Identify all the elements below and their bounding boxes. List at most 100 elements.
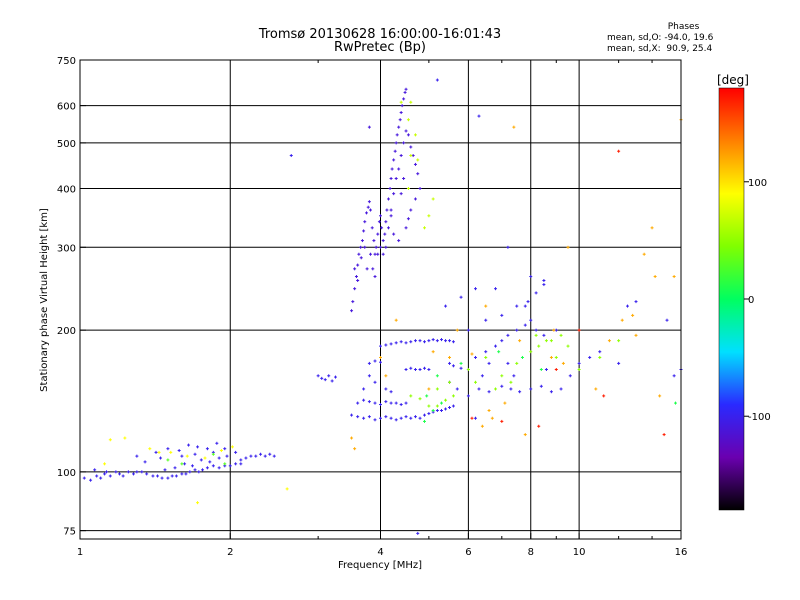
data-point <box>384 220 388 224</box>
data-point <box>373 401 377 405</box>
data-point <box>379 214 382 218</box>
y-axis: 75 100 200 300 400 500 600 750 <box>57 56 86 538</box>
data-point <box>263 454 267 458</box>
data-point <box>435 387 439 391</box>
data-point <box>350 436 354 440</box>
data-point <box>650 226 654 230</box>
data-point <box>285 487 289 491</box>
data-point <box>166 458 170 462</box>
data-point <box>390 167 394 171</box>
data-point <box>544 367 548 371</box>
stats-x-line: mean, sd,X: 90.9, 25.4 <box>607 44 713 54</box>
data-point <box>205 447 209 451</box>
data-point <box>470 416 474 420</box>
data-point <box>506 333 510 337</box>
data-point <box>217 466 221 470</box>
data-point <box>427 214 431 218</box>
data-point <box>448 355 452 359</box>
data-point <box>484 318 488 322</box>
data-point <box>95 474 99 478</box>
data-point <box>363 245 367 249</box>
data-point <box>163 468 167 472</box>
data-point <box>351 300 355 304</box>
data-point <box>435 374 439 378</box>
data-point <box>384 374 388 378</box>
data-point <box>388 186 392 190</box>
chart-title: Tromsø 20130628 16:00:00-16:01:43 <box>258 27 502 42</box>
data-point <box>568 374 572 378</box>
data-point <box>394 318 398 322</box>
data-point <box>416 158 420 162</box>
data-point <box>121 474 125 478</box>
data-point <box>422 226 426 230</box>
data-point <box>380 226 384 230</box>
data-point <box>205 466 209 470</box>
data-point <box>503 401 507 405</box>
data-point <box>480 424 484 428</box>
data-point <box>211 452 215 456</box>
data-point <box>658 394 662 398</box>
colorbar-label: [deg] <box>717 73 749 87</box>
data-point <box>602 394 606 398</box>
data-point <box>404 87 408 91</box>
data-point <box>384 415 388 419</box>
data-point <box>674 401 678 405</box>
data-point <box>239 458 243 462</box>
data-point <box>406 133 410 137</box>
data-point <box>145 472 149 476</box>
data-point <box>397 125 401 129</box>
data-point <box>108 438 112 442</box>
data-point <box>529 350 533 354</box>
data-point <box>403 90 407 94</box>
data-point <box>154 450 158 454</box>
data-point <box>480 374 484 378</box>
data-point <box>239 462 243 466</box>
data-points <box>82 78 683 535</box>
data-point <box>394 401 398 405</box>
data-point <box>559 387 563 391</box>
data-point <box>157 450 161 454</box>
data-point <box>394 418 398 422</box>
data-point <box>473 380 477 384</box>
data-point <box>559 333 563 337</box>
data-point <box>173 466 177 470</box>
data-point <box>219 449 223 453</box>
data-point <box>427 339 431 343</box>
data-point <box>188 470 192 474</box>
data-point <box>217 456 221 460</box>
data-point <box>620 318 624 322</box>
x-tick-label: 1 <box>77 547 83 558</box>
data-point <box>404 226 408 230</box>
data-point <box>356 263 360 267</box>
data-point <box>418 397 422 401</box>
data-point <box>373 252 377 256</box>
data-point <box>392 192 396 196</box>
data-point <box>506 245 510 249</box>
y-tick-label: 300 <box>57 243 76 254</box>
data-point <box>416 172 420 176</box>
data-point <box>367 361 371 365</box>
data-point <box>166 447 170 451</box>
data-point <box>365 267 369 271</box>
data-point <box>211 464 215 468</box>
data-point <box>99 476 103 480</box>
data-point <box>123 436 127 440</box>
data-point <box>394 141 398 145</box>
data-point <box>451 340 455 344</box>
x-tick-label: 2 <box>227 547 233 558</box>
data-point <box>381 252 385 256</box>
data-point <box>594 387 598 391</box>
data-point <box>473 416 477 420</box>
data-point <box>174 474 178 478</box>
data-point <box>431 197 435 201</box>
data-point <box>356 415 360 419</box>
data-point <box>455 328 459 332</box>
data-point <box>617 339 621 343</box>
data-point <box>515 328 519 332</box>
data-point <box>512 374 516 378</box>
y-tick-label: 200 <box>57 326 76 337</box>
stats-heading: Phases <box>667 22 700 32</box>
data-point <box>500 339 504 343</box>
data-point <box>353 267 357 271</box>
